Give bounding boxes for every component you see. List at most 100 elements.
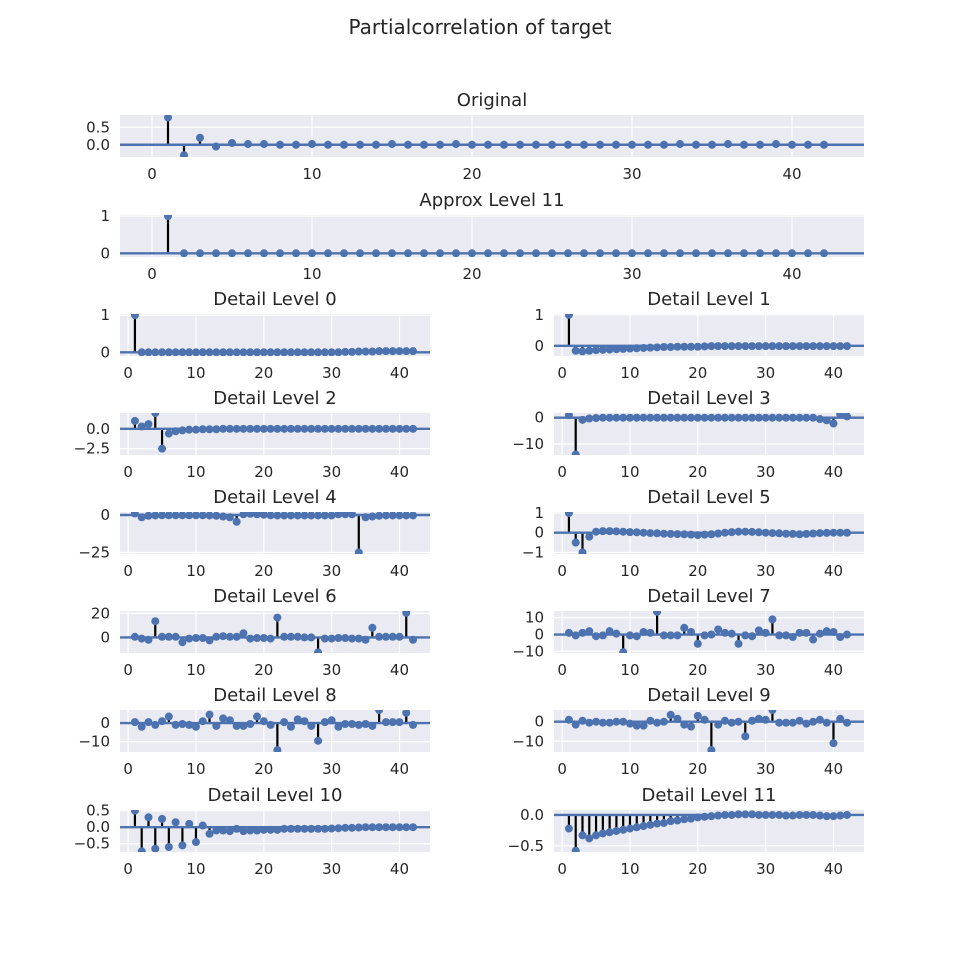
stem-marker [347,347,356,356]
stem-marker [171,632,180,641]
stem-marker [452,249,460,257]
subplot-title: Original [457,90,527,111]
stem-marker [836,413,845,419]
stem-marker [673,816,682,825]
stem-marker [314,736,323,745]
stem-marker [748,632,757,641]
stem-marker [191,838,200,847]
stem-marker [144,348,153,356]
stem-marker [293,348,302,356]
x-tick-label: 10 [620,760,639,778]
x-tick-label: 40 [390,760,409,778]
x-tick-label: 40 [824,364,843,382]
stem-marker [185,819,194,828]
stem-marker [741,732,750,741]
stem-series [120,611,430,653]
y-tick-label: −10 [512,435,544,453]
stem-marker [724,140,732,149]
stem-marker [843,342,852,351]
subplot-title: Detail Level 9 [647,685,770,706]
stem-marker [585,718,594,727]
stem-marker [829,812,838,821]
stem-marker [809,635,818,644]
stem-marker [761,715,770,724]
y-tick-label: −10 [512,642,544,660]
stem-marker [409,512,418,520]
stem-marker [300,824,309,833]
stem-marker [402,611,411,617]
stem-marker [151,348,160,356]
stem-marker [253,826,262,835]
stem-marker [768,529,777,538]
stem-marker [740,249,748,257]
x-tick-label: 0 [123,364,133,382]
stem-marker [708,249,716,257]
stem-marker [381,512,390,520]
stem-marker [788,811,797,820]
stem-marker [484,249,492,257]
x-tick-label: 40 [824,562,843,580]
stem-marker [361,424,370,433]
stem-marker [804,140,812,149]
x-tick-label: 0 [147,265,157,283]
stem-marker [212,826,221,835]
stem-marker [239,348,248,356]
stem-marker [734,342,743,351]
x-tick-label: 20 [688,760,707,778]
stem-marker [280,824,289,833]
y-tick-label: 0 [534,626,544,644]
x-tick-label: 10 [186,860,205,878]
stem-marker [395,512,404,520]
stem-marker [372,249,380,257]
stem-marker [585,414,594,423]
x-tick-label: 30 [322,760,341,778]
stem-marker [340,140,348,149]
stem-marker [632,823,641,832]
stem-marker [314,512,323,520]
stem-marker [740,140,748,149]
subplot-title: Detail Level 4 [213,487,336,508]
stem-marker [734,527,743,536]
stem-marker [580,140,588,149]
stem-marker [178,348,187,356]
stem-marker [809,717,818,726]
stem-marker [619,825,628,834]
stem-marker [687,814,696,823]
stem-marker [334,424,343,433]
stem-marker [693,711,702,720]
stem-marker [781,811,790,820]
stem-marker [191,722,200,731]
x-tick-label: 30 [756,661,775,679]
stem-marker [178,426,187,435]
stem-marker [802,810,811,819]
x-tick-label: 20 [688,463,707,481]
stem-marker [388,424,397,433]
x-tick-label: 0 [557,463,567,481]
stem-marker [308,140,316,149]
stem-marker [700,530,709,539]
stem-marker [395,347,404,356]
stem-marker [571,631,580,640]
y-tick-label: −1 [522,543,544,561]
stem-marker [409,635,418,644]
x-tick-label: 30 [756,760,775,778]
stem-marker [775,529,784,538]
stem-marker [628,140,636,149]
stem-marker [368,512,377,521]
stem-marker [286,824,295,833]
stem-marker [327,512,336,520]
x-tick-label: 10 [620,463,639,481]
stem-marker [734,639,743,648]
stem-marker [375,823,384,832]
stem-marker [646,529,655,538]
stem-marker [781,342,790,351]
stem-marker [395,632,404,641]
stem-marker [334,512,343,519]
stem-marker [578,415,587,424]
stem-marker [314,424,323,433]
stem-marker [564,512,573,517]
stem-marker [687,413,696,422]
